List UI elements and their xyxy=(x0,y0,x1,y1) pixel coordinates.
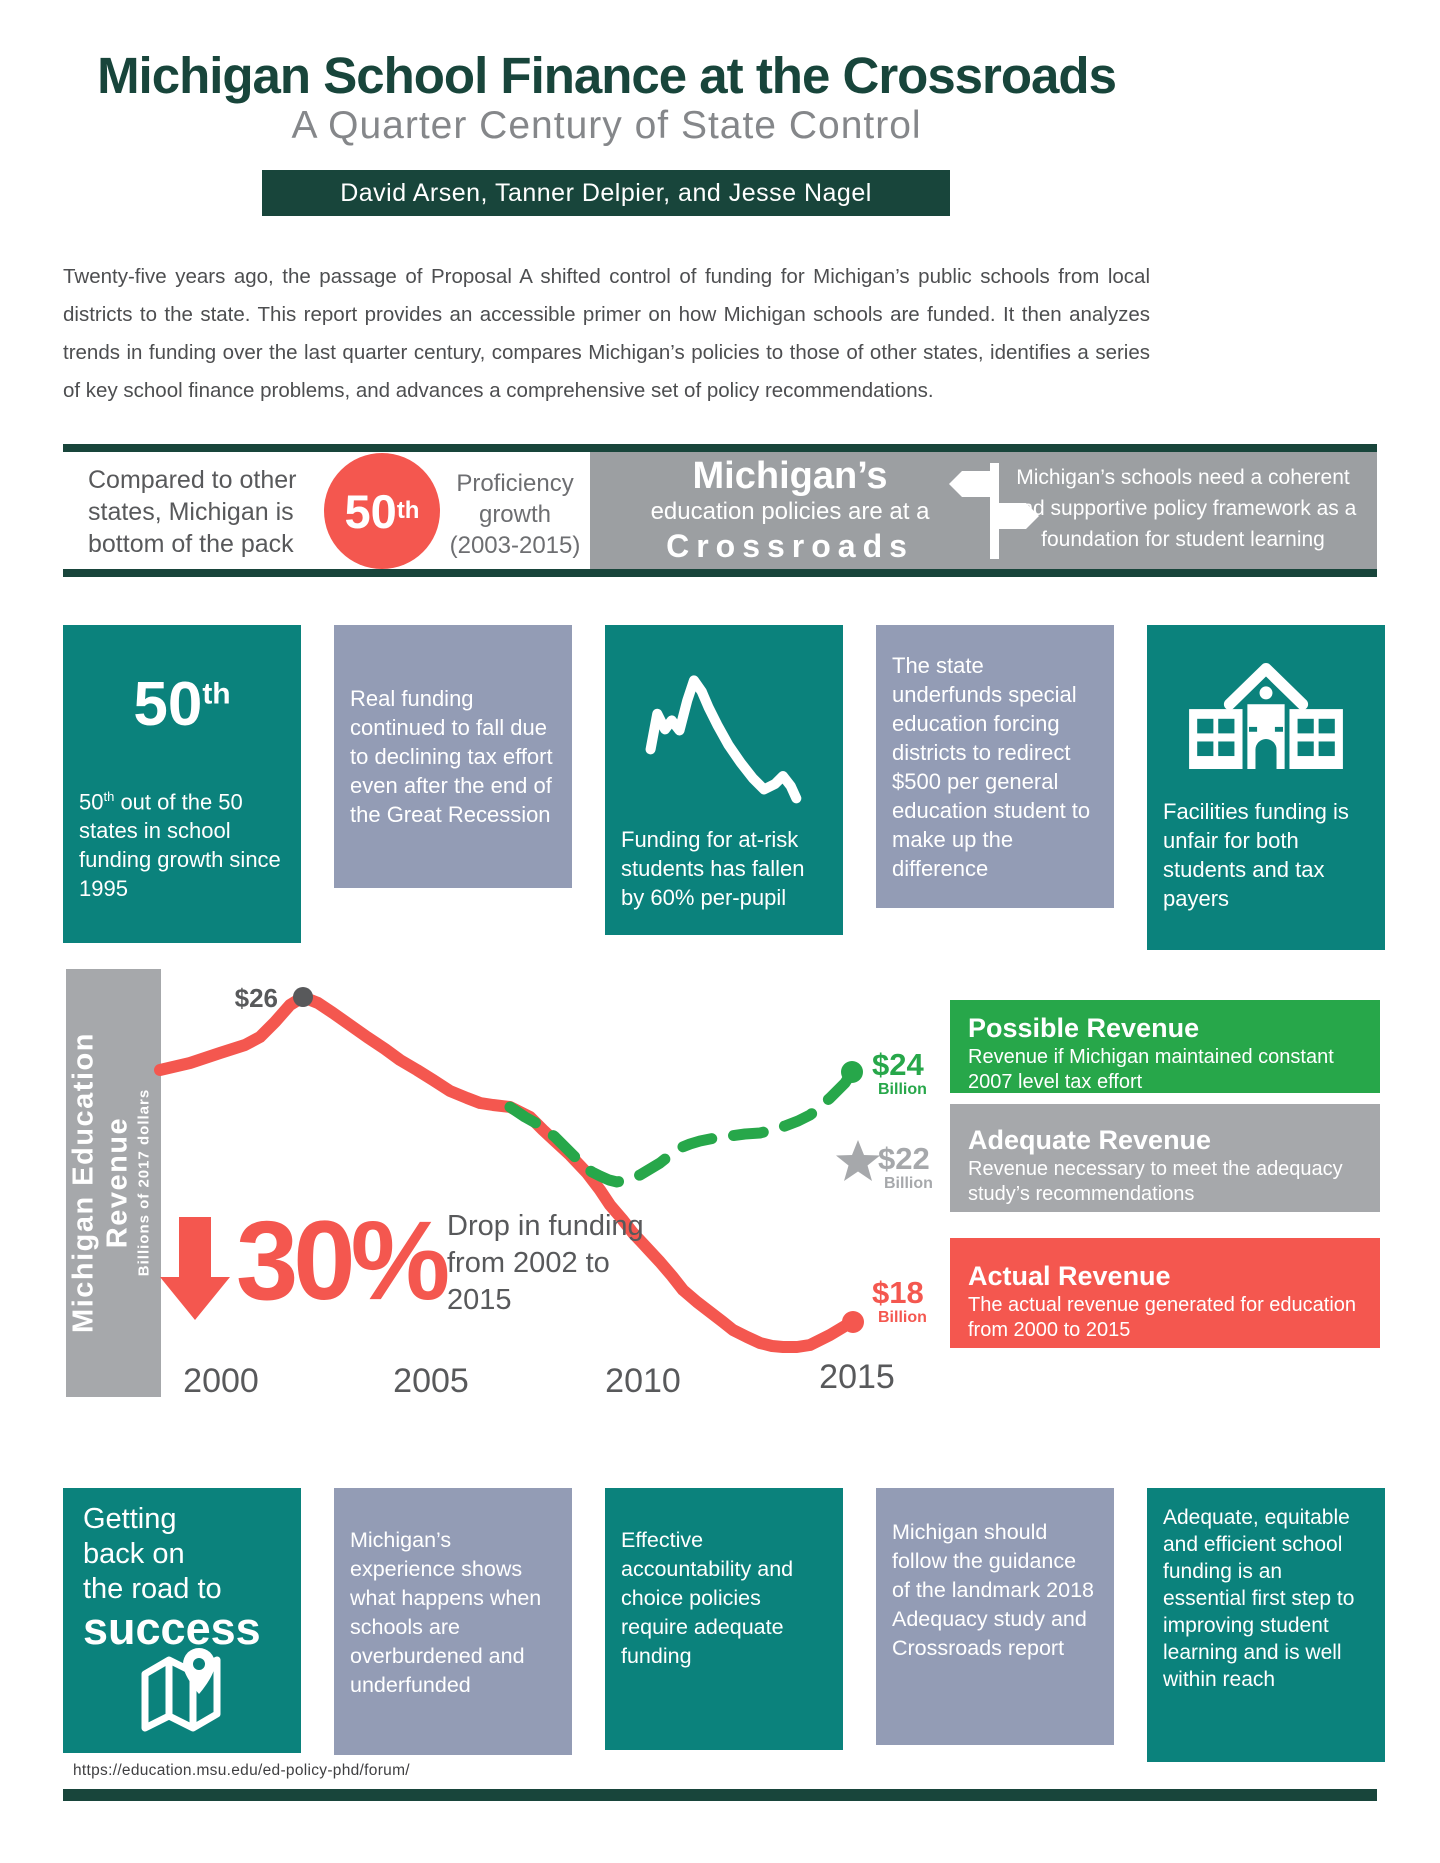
declining-line-icon xyxy=(645,675,802,804)
stat-card-real-funding: Real funding continued to fall due to de… xyxy=(334,625,572,888)
road-card-accountability: Effective accountability and choice poli… xyxy=(605,1488,843,1750)
road-card-experience-text: Michigan’s experience shows what happens… xyxy=(350,1528,542,1697)
stat-card-at-risk: Funding for at-risk students has fallen … xyxy=(605,625,843,935)
legend-possible-desc: Revenue if Michigan maintained constant … xyxy=(968,1046,1334,1093)
possible-revenue-dashed-line xyxy=(504,1066,858,1188)
badge-caption: Proficiency growth (2003-2015) xyxy=(449,470,581,559)
legend-actual-title: Actual Revenue xyxy=(968,1261,1171,1291)
road-card-success-line2: back on xyxy=(83,1538,185,1570)
road-card-accountability-text: Effective accountability and choice poli… xyxy=(621,1528,794,1668)
crossroads-line1: Michigan’s xyxy=(692,455,888,497)
peak-dot xyxy=(293,987,313,1007)
footer-url: https://education.msu.edu/ed-policy-phd/… xyxy=(73,1762,410,1779)
actual-endpoint-dot xyxy=(842,1311,864,1333)
crossroads-statement: Michigan’s education policies are at a C… xyxy=(630,455,950,565)
endpoint-adequate-value: $22 xyxy=(878,1141,930,1176)
drop-arrow-icon xyxy=(160,1217,230,1320)
road-card-success-big: success xyxy=(83,1603,261,1654)
stat-card-rank-number: 50th xyxy=(63,669,301,740)
left-arrow-sign xyxy=(949,471,990,497)
road-card-success: Getting back on the road to success xyxy=(63,1488,301,1753)
crossroads-banner: Michigan’s education policies are at a C… xyxy=(590,452,1377,569)
drop-percent: 30% xyxy=(236,1198,450,1323)
legend-adequate-revenue: Adequate Revenue Revenue necessary to me… xyxy=(950,1104,1380,1212)
rank-badge-value: 50 xyxy=(344,484,397,538)
y-axis-bar xyxy=(66,969,161,1397)
endpoint-possible-unit: Billion xyxy=(878,1081,927,1098)
road-card-success-line1: Getting xyxy=(83,1503,177,1535)
rank-text-sup: th xyxy=(103,789,115,804)
endpoint-possible-value: $24 xyxy=(872,1047,924,1082)
stat-card-rank: 50th 50th out of the 50 states in school… xyxy=(63,625,301,943)
revenue-chart-canvas xyxy=(154,987,880,1353)
banner-right-statement: Michigan’s schools need a coherent and s… xyxy=(1009,466,1357,551)
legend-adequate-desc: Revenue necessary to meet the adequacy s… xyxy=(968,1158,1343,1205)
x-tick-2015: 2015 xyxy=(819,1358,895,1396)
footer-rule xyxy=(63,1789,1377,1801)
crossroads-sign-icon xyxy=(949,463,1039,559)
endpoint-actual: $18 Billion xyxy=(872,1276,927,1327)
adequate-star-marker xyxy=(836,1140,880,1181)
map-pin-icon xyxy=(141,1648,221,1732)
road-card-reach: Adequate, equitable and efficient school… xyxy=(1147,1488,1385,1762)
endpoint-actual-value: $18 xyxy=(872,1275,924,1310)
authors-bar: David Arsen, Tanner Delpier, and Jesse N… xyxy=(262,170,950,216)
stat-card-at-risk-text: Funding for at-risk students has fallen … xyxy=(621,827,805,910)
endpoint-actual-unit: Billion xyxy=(878,1309,927,1326)
legend-possible-title: Possible Revenue xyxy=(968,1013,1200,1043)
endpoint-possible: $24 Billion xyxy=(872,1048,927,1099)
stat-card-rank-text: 50th out of the 50 states in school fund… xyxy=(63,782,301,903)
road-card-reach-text: Adequate, equitable and efficient school… xyxy=(1163,1506,1355,1691)
road-card-experience: Michigan’s experience shows what happens… xyxy=(334,1488,572,1755)
possible-endpoint-dot xyxy=(841,1061,863,1083)
x-tick-2000: 2000 xyxy=(183,1362,259,1400)
rank-text-rest: out of the 50 states in school funding g… xyxy=(79,789,281,902)
legend-actual-desc: The actual revenue generated for educati… xyxy=(968,1294,1357,1341)
intro-paragraph: Twenty-five years ago, the passage of Pr… xyxy=(63,265,1150,402)
x-tick-2005: 2005 xyxy=(393,1362,469,1400)
stat-card-facilities-text: Facilities funding is unfair for both st… xyxy=(1163,799,1349,911)
peak-value-label: $26 xyxy=(234,983,278,1013)
stat-card-special-ed: The state underfunds special education f… xyxy=(876,625,1114,908)
school-building-icon xyxy=(1189,662,1343,769)
crossroads-line2: education policies are at a xyxy=(650,498,930,525)
x-tick-2010: 2010 xyxy=(605,1362,681,1400)
banner-left-statement: Compared to other states, Michigan is bo… xyxy=(88,466,297,558)
legend-actual-revenue: Actual Revenue The actual revenue genera… xyxy=(950,1238,1380,1348)
endpoint-adequate: $22 Billion xyxy=(878,1142,933,1193)
stat-card-real-funding-text: Real funding continued to fall due to de… xyxy=(350,686,553,827)
road-card-adequacy: Michigan should follow the guidance of t… xyxy=(876,1488,1114,1745)
rank-number: 50 xyxy=(133,670,203,739)
banner-top-rule xyxy=(63,444,1377,452)
page-title: Michigan School Finance at the Crossroad… xyxy=(97,47,1117,104)
banner-bottom-rule xyxy=(63,569,1377,577)
legend-possible-revenue: Possible Revenue Revenue if Michigan mai… xyxy=(950,1000,1380,1093)
drop-caption: Drop in funding from 2002 to 2015 xyxy=(447,1210,644,1316)
endpoint-adequate-unit: Billion xyxy=(884,1175,933,1192)
page-subtitle: A Quarter Century of State Control xyxy=(291,104,922,147)
legend-adequate-title: Adequate Revenue xyxy=(968,1125,1212,1155)
rank-number-suffix: th xyxy=(202,677,231,711)
rank-text-prefix: 50 xyxy=(79,789,104,815)
stat-card-special-ed-text: The state underfunds special education f… xyxy=(892,652,1091,881)
road-card-success-line3: the road to xyxy=(83,1573,222,1605)
crossroads-line3: Crossroads xyxy=(666,528,914,564)
right-arrow-sign xyxy=(999,503,1039,529)
road-card-adequacy-text: Michigan should follow the guidance of t… xyxy=(892,1520,1094,1660)
stat-card-facilities: Facilities funding is unfair for both st… xyxy=(1147,625,1385,950)
